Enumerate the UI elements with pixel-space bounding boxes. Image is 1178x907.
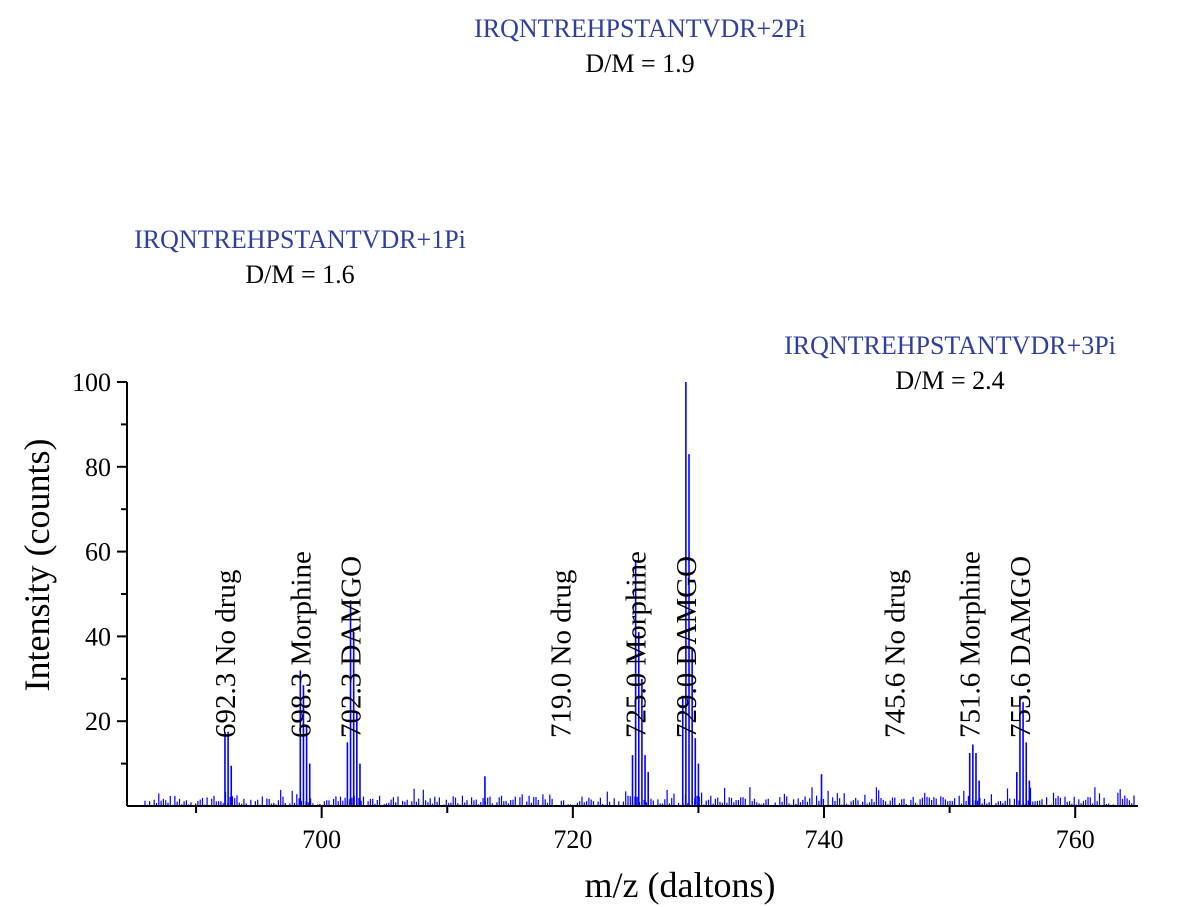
y-tick-label-1: 40 bbox=[85, 622, 111, 651]
peak-annotation-4: 725.0 Morphine bbox=[621, 551, 653, 738]
spectrum-series bbox=[144, 382, 1135, 806]
group-3-sequence: IRQNTREHPSTANTVDR+3Pi bbox=[784, 331, 1116, 360]
peak-annotation-2: 702.3 DAMGO bbox=[336, 556, 368, 738]
x-tick-label-3: 760 bbox=[1056, 825, 1095, 854]
x-tick-label-2: 740 bbox=[805, 825, 844, 854]
x-tick-label-1: 720 bbox=[553, 825, 592, 854]
y-axis-ticks: 20 40 60 80 100 bbox=[72, 368, 127, 765]
y-tick-label-0: 20 bbox=[85, 707, 111, 736]
peak-labels: 692.3 No drug 698.3 Morphine 702.3 DAMGO 71… bbox=[210, 551, 1037, 738]
peak-annotation-7: 751.6 Morphine bbox=[955, 551, 987, 738]
y-tick-label-3: 80 bbox=[85, 453, 111, 482]
peak-annotation-8: 755.6 DAMGO bbox=[1005, 556, 1037, 738]
y-axis-title: Intensity (counts) bbox=[17, 439, 57, 692]
peak-annotation-0: 692.3 No drug bbox=[210, 570, 242, 738]
y-tick-label-2: 60 bbox=[85, 538, 111, 567]
y-tick-label-4: 100 bbox=[72, 368, 111, 397]
x-axis-ticks: 700 720 740 760 bbox=[195, 806, 1095, 854]
peak-annotation-1: 698.3 Morphine bbox=[285, 551, 317, 738]
group-2-sequence: IRQNTREHPSTANTVDR+2Pi bbox=[474, 14, 806, 43]
peak-annotation-5: 729.0 DAMGO bbox=[671, 556, 703, 738]
group-1-ratio: D/M = 1.6 bbox=[245, 260, 354, 289]
peak-annotation-3: 719.0 No drug bbox=[545, 570, 577, 738]
group-3-ratio: D/M = 2.4 bbox=[895, 366, 1004, 395]
group-2-ratio: D/M = 1.9 bbox=[585, 49, 694, 78]
x-tick-label-0: 700 bbox=[302, 825, 341, 854]
x-axis-title: m/z (daltons) bbox=[585, 865, 776, 905]
group-1-sequence: IRQNTREHPSTANTVDR+1Pi bbox=[134, 225, 466, 254]
peak-annotation-6: 745.6 No drug bbox=[879, 570, 911, 738]
